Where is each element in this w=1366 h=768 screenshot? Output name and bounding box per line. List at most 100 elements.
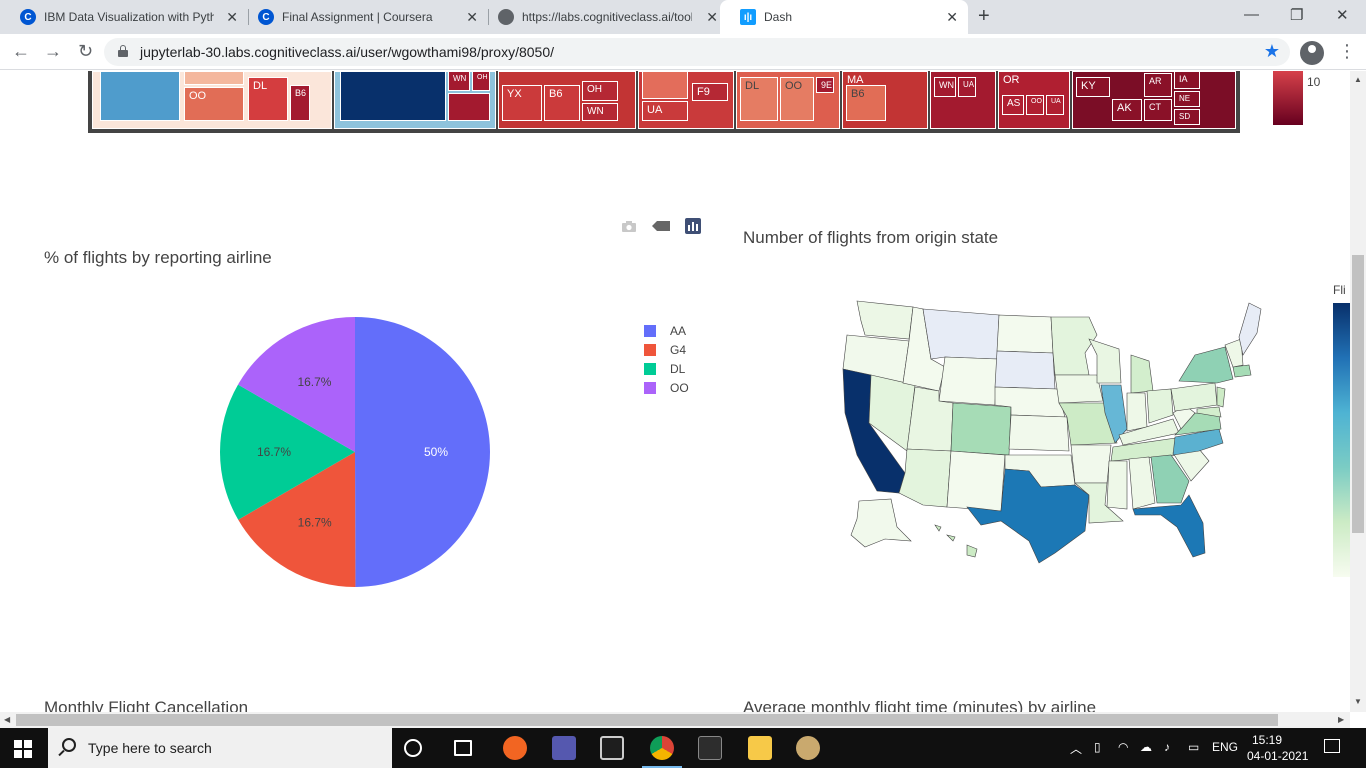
legend-item-dl[interactable]: DL <box>644 359 689 378</box>
treemap-tile[interactable]: WN <box>934 77 956 97</box>
battery-icon[interactable]: ▭ <box>1188 740 1200 754</box>
map-state-nj[interactable] <box>1216 386 1226 408</box>
map-state-al[interactable] <box>1128 456 1156 510</box>
map-state-fl[interactable] <box>1132 494 1206 558</box>
treemap-tile[interactable]: OH <box>582 81 618 101</box>
language-indicator[interactable]: ENG <box>1212 740 1239 754</box>
map-state-sd[interactable] <box>994 350 1056 390</box>
task-view-icon[interactable] <box>454 740 472 756</box>
teams-icon[interactable] <box>552 736 576 760</box>
treemap-tile[interactable]: OO <box>780 77 814 121</box>
map-state-pa[interactable] <box>1170 382 1218 412</box>
reload-icon[interactable]: ↻ <box>78 41 94 61</box>
map-state-wa[interactable] <box>856 300 914 340</box>
treemap-tile[interactable]: CT <box>1144 99 1172 121</box>
map-state-tx[interactable] <box>966 468 1090 564</box>
taskbar-search-box[interactable]: Type here to search <box>48 728 392 768</box>
pie-chart[interactable]: 50% 16.7% 16.7% 16.7% <box>210 307 500 597</box>
treemap-tile[interactable]: OO <box>1026 95 1044 115</box>
minimize-icon[interactable]: — <box>1244 6 1259 23</box>
treemap-tile[interactable]: 9E <box>816 77 834 93</box>
treemap-tile[interactable] <box>642 71 688 99</box>
map-state-md[interactable] <box>1196 406 1222 418</box>
treemap-tile[interactable]: DL <box>740 77 778 121</box>
map-state-ga[interactable] <box>1150 454 1190 504</box>
map-state-ms[interactable] <box>1106 460 1128 510</box>
treemap-tile[interactable]: IA <box>1174 71 1200 89</box>
treemap-tile[interactable]: SD <box>1174 109 1200 125</box>
paint-icon[interactable] <box>796 736 820 760</box>
plotly-logo-icon[interactable] <box>684 218 702 234</box>
scroll-left-icon[interactable]: ◀ <box>4 715 11 724</box>
tab-final-assignment[interactable]: C Final Assignment | Coursera ✕ <box>238 0 488 34</box>
treemap-tile[interactable]: WN <box>448 71 470 91</box>
terminal-icon[interactable] <box>698 736 722 760</box>
map-state-in[interactable] <box>1126 392 1148 432</box>
us-choropleth-map[interactable] <box>835 295 1265 565</box>
app-orange-icon[interactable] <box>503 736 527 760</box>
map-state-me[interactable] <box>1238 302 1262 356</box>
treemap-tile[interactable]: B6 <box>290 85 310 121</box>
scroll-right-icon[interactable]: ▶ <box>1338 715 1345 724</box>
map-state-wy[interactable] <box>938 356 998 406</box>
treemap-tile[interactable]: B6 <box>544 85 580 121</box>
treemap-tile[interactable]: KY <box>1076 77 1110 97</box>
map-state-ak[interactable] <box>850 498 912 548</box>
treemap-tile[interactable] <box>184 71 244 85</box>
legend-item-g4[interactable]: G4 <box>644 340 689 359</box>
treemap-tile[interactable]: OH <box>472 71 490 91</box>
chrome-icon[interactable] <box>650 736 674 760</box>
treemap-tile[interactable]: OO <box>184 87 244 121</box>
treemap-tile[interactable] <box>100 71 180 121</box>
restore-icon[interactable]: ❐ <box>1290 7 1304 24</box>
tag-icon[interactable] <box>652 219 670 233</box>
close-icon[interactable]: ✕ <box>226 9 238 25</box>
file-explorer-icon[interactable] <box>748 736 772 760</box>
cortana-icon[interactable] <box>404 739 422 757</box>
bookmark-star-icon[interactable]: ★ <box>1263 41 1280 61</box>
close-icon[interactable]: ✕ <box>706 9 718 25</box>
treemap-tile[interactable]: DL <box>248 77 288 121</box>
horizontal-scroll-thumb[interactable] <box>16 714 1278 726</box>
tray-device-icon[interactable]: ▯ <box>1094 740 1101 754</box>
treemap-tile[interactable]: NE <box>1174 91 1200 107</box>
map-state-mn[interactable] <box>1050 316 1098 376</box>
profile-avatar-icon[interactable] <box>1300 41 1324 65</box>
browser-menu-icon[interactable]: ⋮ <box>1338 41 1356 61</box>
map-state-vt-nh[interactable] <box>1224 338 1244 368</box>
treemap-tile[interactable] <box>340 71 446 121</box>
vertical-scroll-thumb[interactable] <box>1352 255 1364 533</box>
treemap-tile[interactable]: AK <box>1112 99 1142 121</box>
map-state-az[interactable] <box>898 448 952 508</box>
treemap-tile[interactable]: WN <box>582 103 618 121</box>
legend-item-oo[interactable]: OO <box>644 378 689 397</box>
treemap-tile[interactable]: F9 <box>692 83 728 101</box>
map-state-ks[interactable] <box>1008 414 1070 452</box>
close-icon[interactable]: ✕ <box>466 9 478 25</box>
map-state-oh[interactable] <box>1146 388 1174 424</box>
legend-item-aa[interactable]: AA <box>644 321 689 340</box>
pie-slice-dl[interactable] <box>220 384 355 520</box>
treemap-tile[interactable]: YX <box>502 85 542 121</box>
onedrive-icon[interactable]: ☁ <box>1140 740 1152 754</box>
treemap-tile[interactable]: UA <box>1046 95 1064 115</box>
tab-ibm-data-visualization[interactable]: C IBM Data Visualization with Pyth ✕ <box>0 0 248 34</box>
map-state-hi[interactable] <box>934 524 978 558</box>
lock-icon[interactable] <box>118 45 128 57</box>
vertical-scrollbar[interactable]: ▲ ▼ <box>1350 71 1366 712</box>
notification-icon[interactable] <box>1324 739 1340 753</box>
treemap-tile[interactable]: AS <box>1002 95 1024 115</box>
pie-slice-oo[interactable] <box>238 317 355 452</box>
scroll-up-icon[interactable]: ▲ <box>1354 75 1362 84</box>
map-state-la[interactable] <box>1074 482 1124 524</box>
map-state-ny[interactable] <box>1178 346 1234 384</box>
map-state-mt[interactable] <box>922 308 1000 360</box>
window-close-icon[interactable]: ✕ <box>1336 7 1349 24</box>
tray-chevron-icon[interactable]: ︿ <box>1070 742 1083 756</box>
tab-labs-cognitiveclass[interactable]: https://labs.cognitiveclass.ai/tool ✕ <box>478 0 728 34</box>
treemap-tile[interactable]: UA <box>958 77 976 97</box>
network-icon[interactable]: ◠ <box>1118 740 1129 754</box>
treemap-tile[interactable]: AR <box>1144 73 1172 97</box>
windows-start-icon[interactable] <box>14 740 32 758</box>
pie-slice-g4[interactable] <box>238 452 356 587</box>
